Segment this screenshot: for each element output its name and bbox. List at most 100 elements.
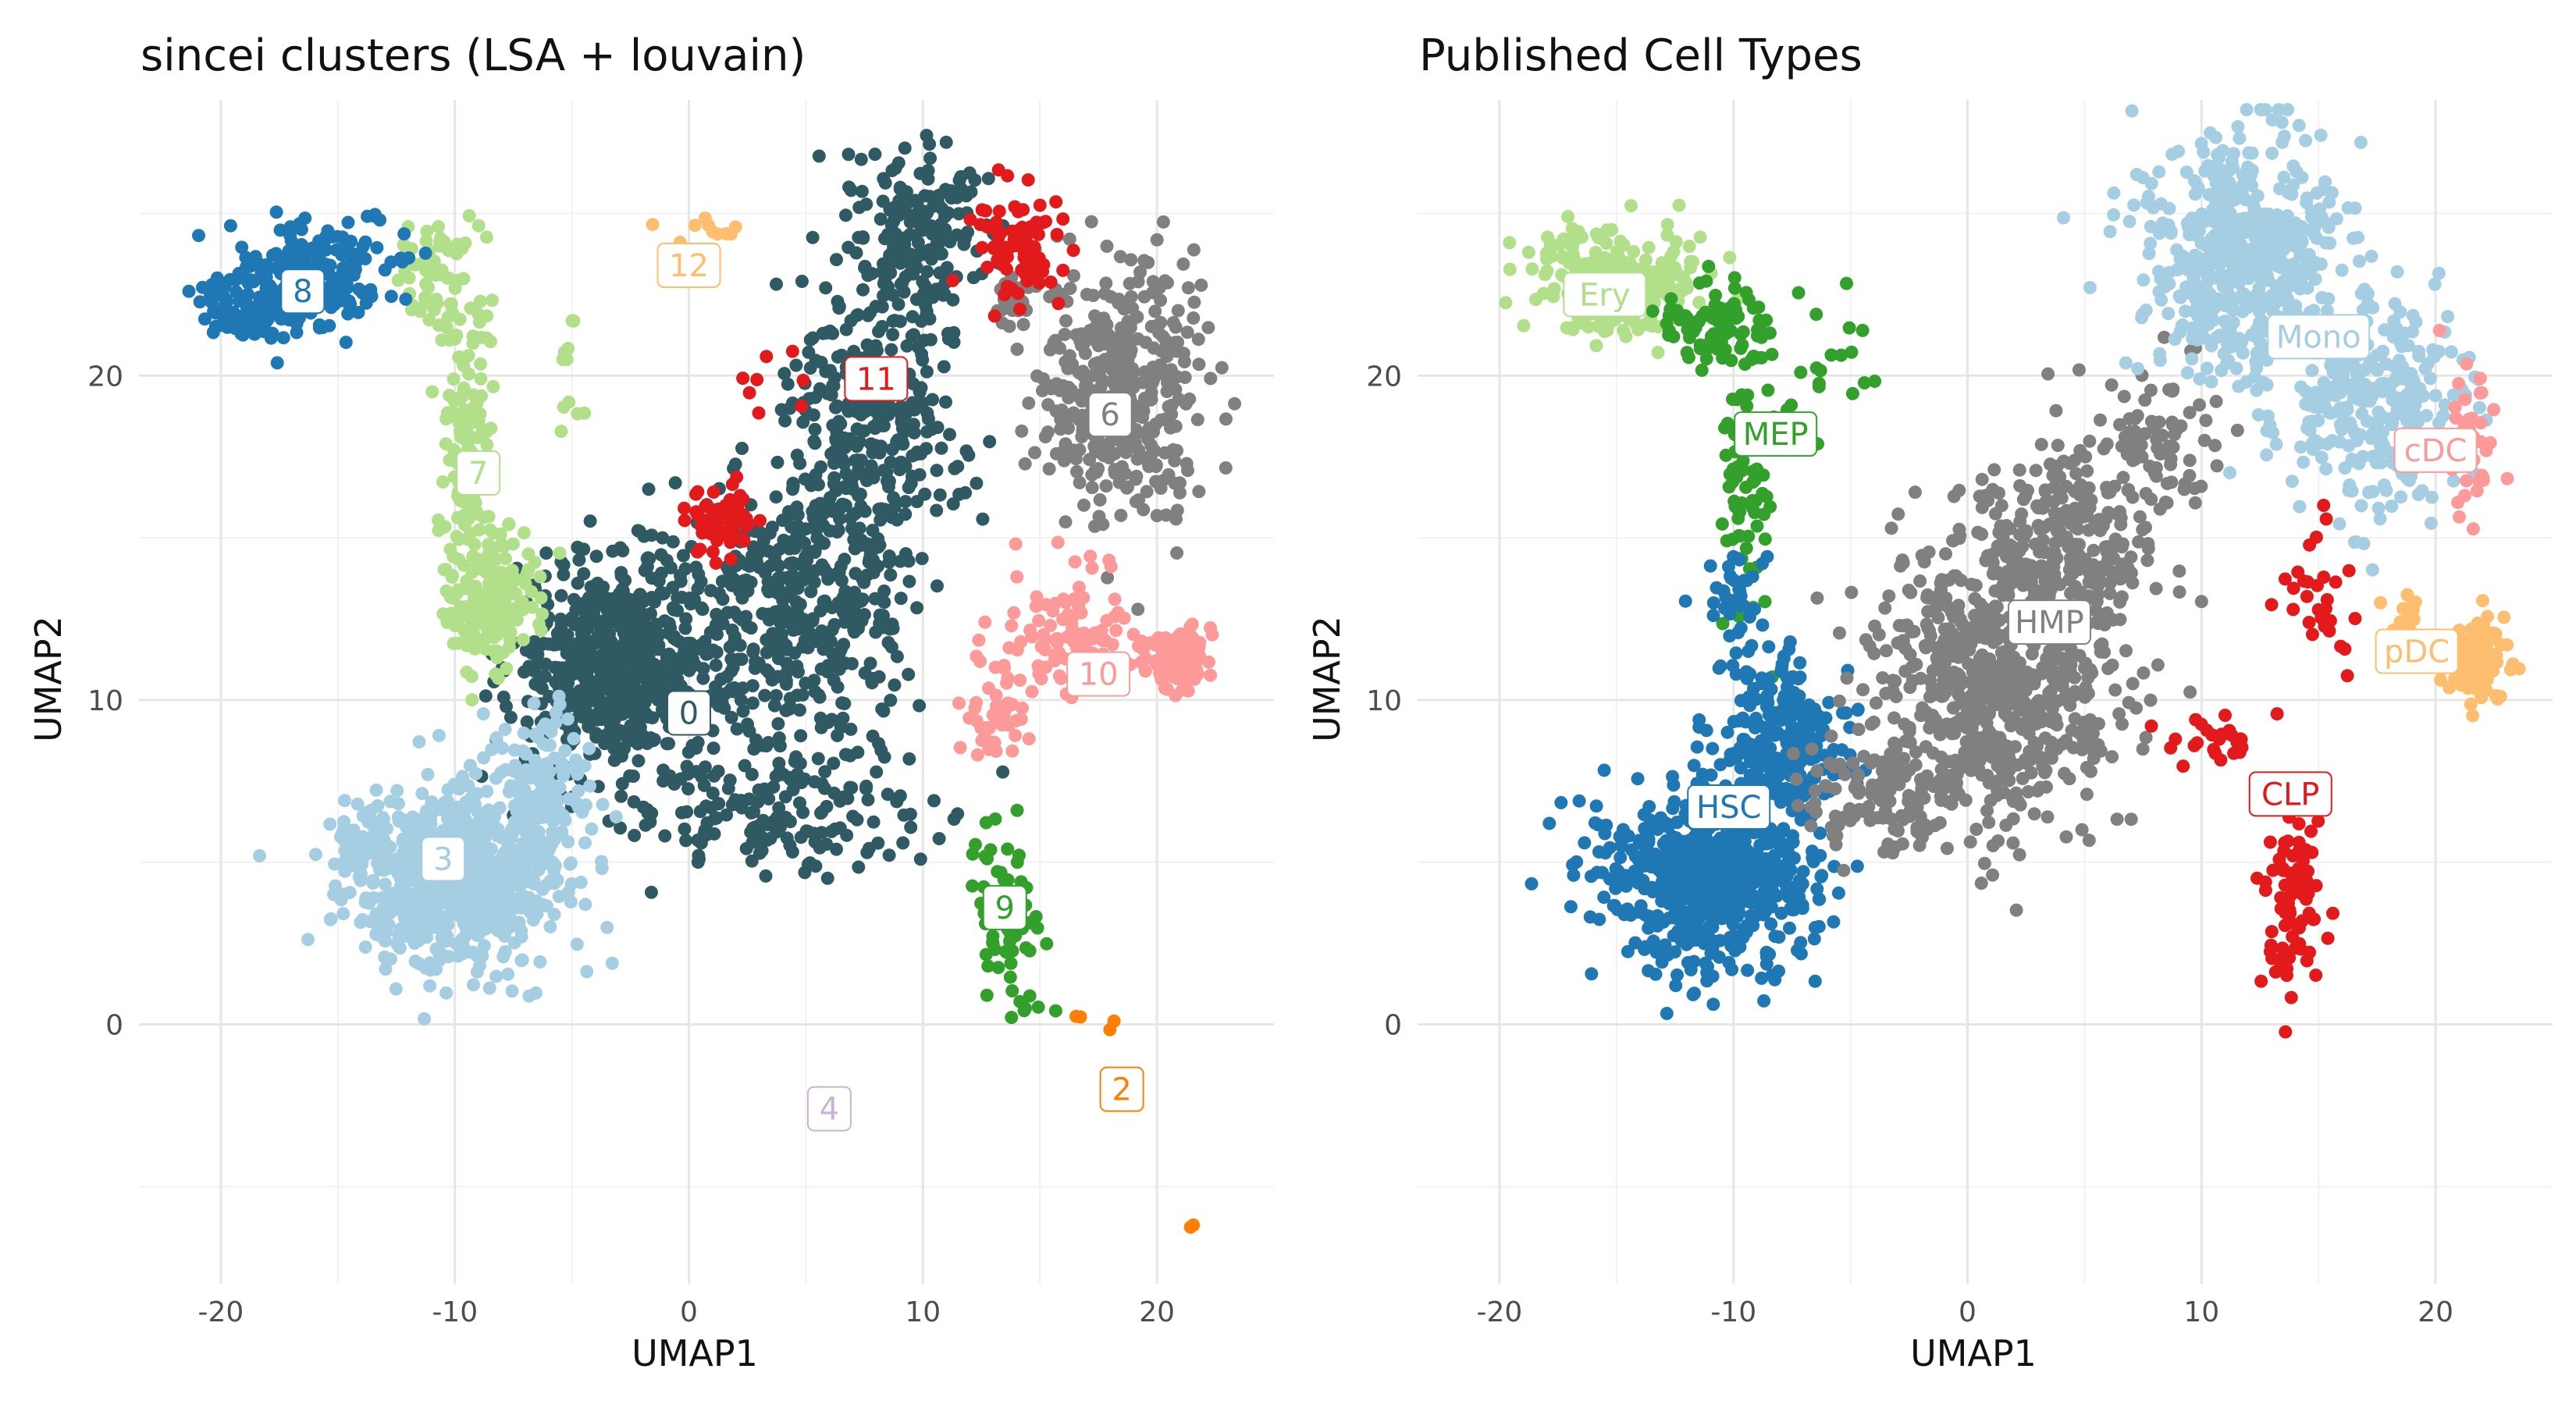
point [418,1012,431,1026]
point [496,884,510,897]
point [1105,560,1118,573]
point [902,481,916,494]
point [842,180,856,194]
point [1091,462,1105,475]
point [602,651,615,664]
point [373,863,386,876]
point [831,295,845,308]
point [1619,330,1632,343]
y-tick-label: 20 [1366,361,1402,393]
point [1104,446,1117,460]
point [1187,311,1200,325]
point [923,151,937,165]
point [658,830,671,843]
point [418,926,431,939]
label-text: 2 [1112,1072,1131,1108]
point [463,209,476,222]
point [1719,343,1732,357]
point [312,234,326,247]
point [1638,261,1651,274]
point [1032,228,1045,241]
point [908,404,921,417]
point [853,436,866,449]
point [1114,509,1127,522]
point [699,500,712,513]
point [1022,396,1035,410]
point [345,856,358,869]
label-text: 9 [995,891,1015,926]
point [553,546,567,560]
point [1115,322,1128,335]
point [570,617,583,630]
point [470,505,483,518]
point [269,247,283,260]
point [774,739,787,752]
point [517,795,530,808]
point [1673,199,1686,212]
point [489,901,502,915]
point [825,713,838,726]
points [1499,103,2525,1039]
group-label: 9 [984,886,1026,930]
point [1108,592,1122,606]
point [834,418,847,431]
point [570,796,583,809]
point [578,898,592,911]
group-label: 4 [808,1087,851,1131]
point [763,585,776,599]
point [1186,648,1199,661]
point [1740,286,1753,299]
point [1007,606,1020,620]
point [821,665,834,678]
point [987,708,1000,721]
point [917,287,930,300]
group-label: 3 [422,837,464,881]
point [1728,500,1742,514]
point [743,386,756,400]
point [1522,246,1535,259]
point [849,526,862,539]
point [839,208,852,222]
point [821,872,834,885]
point [979,204,992,218]
point [796,640,809,653]
point [1092,332,1105,345]
point [1851,859,1864,873]
point [617,726,631,739]
point [699,799,713,812]
point [528,677,542,691]
x-tick-label: -20 [1477,1296,1523,1328]
point [900,340,913,353]
point [839,468,852,481]
point [864,437,877,450]
point [775,628,788,641]
point [1840,277,1853,290]
point [425,386,439,399]
point [1716,517,1729,531]
point [894,183,907,196]
point [1182,635,1195,648]
point [1679,276,1692,290]
point [1001,842,1014,855]
point [898,141,912,155]
point [479,689,493,702]
point [644,607,657,620]
point [871,560,884,573]
point [343,297,357,311]
point [1172,304,1185,318]
point [474,357,487,371]
point [467,830,480,843]
point [1746,501,1759,514]
point [516,745,529,758]
point [973,218,987,231]
y-tick-label: 0 [105,1010,123,1042]
point [758,786,771,799]
point [872,540,885,553]
point [1570,855,1583,869]
point [657,587,671,600]
point [712,797,725,810]
point [608,714,621,727]
point [537,738,550,751]
point [527,697,540,710]
point [938,360,951,373]
